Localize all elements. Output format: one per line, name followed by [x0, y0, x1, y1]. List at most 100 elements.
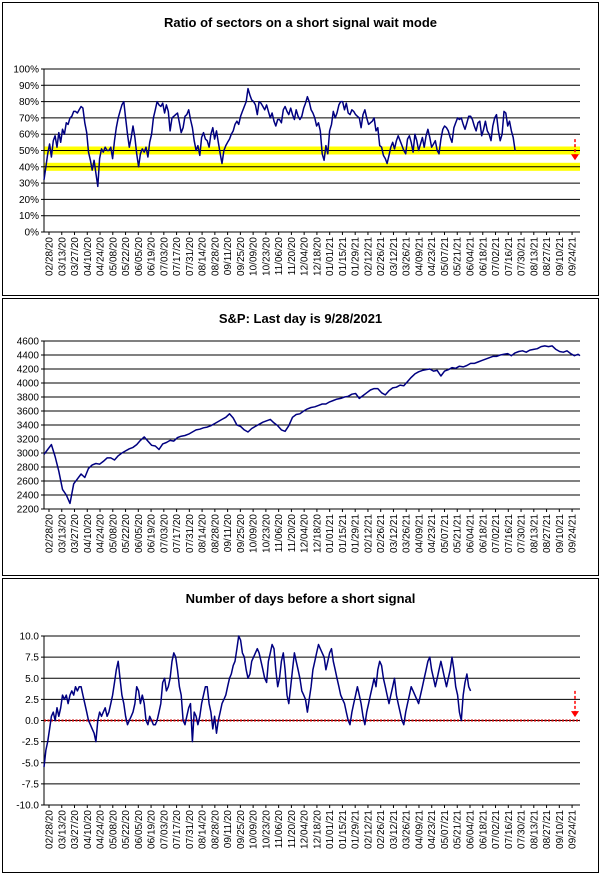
x-tick-label: 11/20/20: [287, 237, 298, 276]
y-tick-label: 0%: [25, 228, 40, 239]
x-tick-label: 01/29/21: [351, 237, 362, 276]
x-tick-label: 08/28/20: [210, 810, 221, 849]
y-tick-label: 2.5: [25, 695, 39, 706]
x-tick-label: 07/02/21: [491, 810, 502, 849]
x-tick-label: 07/03/20: [159, 810, 170, 849]
x-tick-label: 08/14/20: [198, 237, 209, 276]
x-tick-label: 02/26/21: [376, 237, 387, 276]
y-tick-label: 3000: [17, 449, 40, 460]
x-tick-label: 07/16/21: [504, 514, 515, 553]
x-tick-label: 04/09/21: [414, 237, 425, 276]
x-tick-label: 03/26/21: [402, 237, 413, 276]
y-tick-label: 50%: [19, 146, 39, 157]
x-tick-label: 06/18/21: [478, 810, 489, 849]
x-tick-label: 12/18/20: [312, 237, 323, 276]
x-tick-label: 03/13/20: [57, 237, 68, 276]
x-tick-label: 09/24/21: [568, 237, 579, 276]
x-tick-label: 09/25/20: [236, 810, 247, 849]
y-tick-label: 3800: [17, 393, 40, 404]
x-tick-label: 07/31/20: [185, 237, 196, 276]
x-tick-label: 04/24/20: [96, 810, 107, 849]
trend-arrow-head: [571, 154, 579, 161]
x-tick-label: 01/01/21: [325, 237, 336, 276]
x-tick-label: 06/04/21: [466, 810, 477, 849]
x-tick-label: 06/18/21: [478, 514, 489, 553]
x-tick-label: 10/09/20: [249, 237, 260, 276]
x-tick-label: 04/24/20: [96, 237, 107, 276]
x-tick-label: 02/28/20: [45, 514, 56, 553]
y-tick-label: 4400: [17, 351, 40, 362]
x-tick-label: 04/24/20: [96, 514, 107, 553]
x-tick-label: 11/20/20: [287, 514, 298, 553]
x-tick-label: 04/23/21: [427, 514, 438, 553]
x-tick-label: 08/14/20: [198, 514, 209, 553]
x-tick-label: 05/21/21: [453, 237, 464, 276]
y-tick-label: -2.5: [22, 737, 40, 748]
chart-title: Number of days before a short signal: [185, 591, 416, 606]
y-tick-label: 10.0: [20, 632, 40, 643]
y-tick-label: -10.0: [16, 801, 39, 812]
x-tick-label: 07/02/21: [491, 514, 502, 553]
x-tick-label: 02/12/21: [363, 237, 374, 276]
x-tick-label: 02/28/20: [45, 237, 56, 276]
x-tick-label: 08/14/20: [198, 810, 209, 849]
x-tick-label: 09/25/20: [236, 237, 247, 276]
x-tick-label: 09/24/21: [568, 514, 579, 553]
y-tick-label: 5.0: [25, 674, 39, 685]
x-tick-label: 03/26/21: [402, 810, 413, 849]
x-tick-label: 06/05/20: [134, 810, 145, 849]
x-tick-label: 03/12/21: [389, 514, 400, 553]
x-tick-label: 05/08/20: [108, 237, 119, 276]
y-tick-label: 10%: [19, 211, 39, 222]
x-tick-label: 08/13/21: [529, 237, 540, 276]
x-tick-label: 07/17/20: [172, 514, 183, 553]
x-tick-label: 03/12/21: [389, 810, 400, 849]
x-tick-label: 12/04/20: [300, 514, 311, 553]
trend-arrow-head: [571, 711, 579, 718]
x-tick-label: 05/07/21: [440, 810, 451, 849]
x-tick-label: 07/02/21: [491, 237, 502, 276]
y-tick-label: 4600: [17, 337, 40, 348]
x-tick-label: 09/11/20: [223, 237, 234, 276]
x-tick-label: 07/30/21: [517, 810, 528, 849]
x-tick-label: 05/21/21: [453, 810, 464, 849]
x-tick-label: 05/22/20: [121, 810, 132, 849]
x-tick-label: 06/19/20: [147, 810, 158, 849]
x-tick-label: 04/10/20: [83, 514, 94, 553]
y-tick-label: 30%: [19, 179, 39, 190]
x-tick-label: 03/27/20: [70, 237, 81, 276]
y-tick-label: 2600: [17, 477, 40, 488]
x-tick-label: 07/31/20: [185, 810, 196, 849]
x-tick-label: 11/06/20: [274, 810, 285, 849]
y-tick-label: 7.5: [25, 653, 39, 664]
series-line: [43, 635, 472, 768]
y-tick-label: 2400: [17, 491, 40, 502]
sp500-chart: 2200 2400 2600 2800 3000 3200 3400 3600 3800 4000…: [17, 337, 581, 553]
x-tick-label: 04/09/21: [414, 514, 425, 553]
x-tick-label: 09/10/21: [555, 237, 566, 276]
x-tick-label: 01/29/21: [351, 514, 362, 553]
sp500-chart-panel: S&P: Last day is 9/28/2021 2200 2400 2600 2…: [2, 298, 599, 576]
x-tick-label: 02/12/21: [363, 514, 374, 553]
x-tick-label: 08/13/21: [529, 810, 540, 849]
x-tick-label: 03/12/21: [389, 237, 400, 276]
x-tick-label: 06/04/21: [466, 514, 477, 553]
y-tick-label: 60%: [19, 130, 39, 141]
x-tick-label: 09/11/20: [223, 810, 234, 849]
x-tick-label: 08/28/20: [210, 514, 221, 553]
x-tick-label: 09/11/20: [223, 514, 234, 553]
y-tick-label: 100%: [13, 65, 39, 76]
x-tick-label: 12/18/20: [312, 514, 323, 553]
x-tick-label: 02/26/21: [376, 514, 387, 553]
x-tick-label: 05/08/20: [108, 810, 119, 849]
x-tick-label: 03/26/21: [402, 514, 413, 553]
x-tick-label: 08/13/21: [529, 514, 540, 553]
x-tick-label: 02/12/21: [363, 810, 374, 849]
x-tick-label: 07/16/21: [504, 237, 515, 276]
x-tick-label: 06/18/21: [478, 237, 489, 276]
x-tick-label: 07/03/20: [159, 514, 170, 553]
x-tick-label: 05/07/21: [440, 514, 451, 553]
x-tick-label: 02/28/20: [45, 810, 56, 849]
x-tick-label: 12/18/20: [312, 810, 323, 849]
x-tick-label: 07/17/20: [172, 237, 183, 276]
